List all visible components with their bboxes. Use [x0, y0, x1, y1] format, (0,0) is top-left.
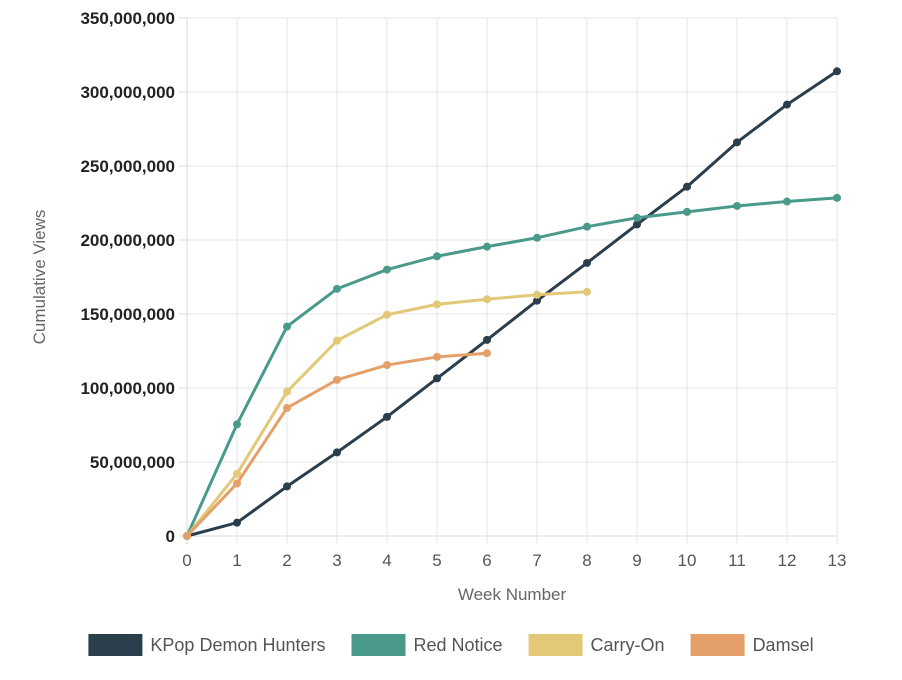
legend-swatch [88, 634, 143, 656]
data-point [283, 482, 291, 491]
data-point [233, 420, 241, 429]
y-tick-label: 0 [166, 527, 175, 546]
data-point [533, 233, 541, 242]
series-line [185, 69, 839, 538]
legend-swatch [528, 634, 583, 656]
data-point [583, 258, 591, 267]
legend-item[interactable]: Damsel [690, 634, 814, 656]
legend-label: Damsel [753, 635, 814, 655]
data-point [433, 374, 441, 383]
data-point [483, 295, 491, 304]
data-point [783, 197, 791, 206]
y-tick-label: 300,000,000 [80, 83, 175, 102]
data-point [233, 469, 241, 478]
x-tick-label: 10 [678, 551, 697, 570]
data-point [433, 352, 441, 361]
legend-label: KPop Demon Hunters [150, 635, 325, 655]
x-tick-label: 9 [632, 551, 641, 570]
data-point [483, 242, 491, 251]
y-tick-label: 250,000,000 [80, 157, 175, 176]
series-1 [183, 193, 841, 540]
data-point [233, 479, 241, 488]
data-point [833, 193, 841, 202]
data-point [283, 322, 291, 331]
data-point [583, 287, 591, 296]
y-tick-label: 150,000,000 [80, 305, 175, 324]
data-point [533, 290, 541, 299]
data-point [483, 349, 491, 358]
data-point [833, 67, 841, 76]
series-3 [183, 349, 491, 540]
x-tick-label: 1 [232, 551, 241, 570]
x-tick-label: 2 [282, 551, 291, 570]
y-tick-label: 350,000,000 [80, 9, 175, 28]
data-point [383, 412, 391, 421]
y-tick-label: 200,000,000 [80, 231, 175, 250]
x-tick-label: 13 [828, 551, 847, 570]
data-point [383, 361, 391, 370]
series-group [183, 67, 841, 540]
legend-item[interactable]: Red Notice [351, 634, 503, 656]
data-point [733, 201, 741, 210]
data-point [233, 518, 241, 527]
x-tick-label: 0 [182, 551, 191, 570]
data-point [383, 265, 391, 274]
x-axis-ticks: 0 1 2 3 4 5 6 7 8 9 10 11 12 13 [182, 551, 846, 570]
data-point [433, 252, 441, 261]
x-tick-label: 12 [778, 551, 797, 570]
series-line [185, 196, 839, 538]
data-point [333, 284, 341, 293]
x-tick-label: 11 [728, 551, 746, 570]
data-point [633, 220, 641, 229]
y-axis-ticks: 0 50,000,000 100,000,000 150,000,000 200,000… [80, 9, 175, 546]
legend-item[interactable]: Carry-On [528, 634, 665, 656]
y-tick-label: 100,000,000 [80, 379, 175, 398]
x-tick-label: 7 [532, 551, 541, 570]
legend: KPop Demon Hunters Red Notice Carry-On Dams… [88, 634, 814, 656]
data-point [483, 335, 491, 344]
series-0 [183, 67, 841, 540]
legend-swatch [690, 634, 745, 656]
x-axis-title: Week Number [458, 585, 567, 604]
data-point [433, 300, 441, 309]
grid [179, 17, 838, 544]
x-tick-label: 5 [432, 551, 441, 570]
data-point [633, 213, 641, 222]
x-tick-label: 4 [382, 551, 391, 570]
data-point [533, 296, 541, 305]
y-axis-title: Cumulative Views [30, 210, 49, 345]
data-point [683, 207, 691, 216]
y-tick-label: 50,000,000 [90, 453, 175, 472]
data-point [733, 138, 741, 147]
legend-swatch [351, 634, 406, 656]
data-point [783, 100, 791, 109]
legend-item[interactable]: KPop Demon Hunters [88, 634, 326, 656]
data-point [583, 222, 591, 231]
data-point [183, 532, 191, 540]
legend-label: Carry-On [591, 635, 665, 655]
x-tick-label: 3 [332, 551, 341, 570]
data-point [333, 448, 341, 457]
x-tick-label: 8 [582, 551, 591, 570]
data-point [333, 375, 341, 384]
data-point [683, 182, 691, 191]
data-point [283, 403, 291, 412]
legend-label: Red Notice [414, 635, 503, 655]
data-point [283, 387, 291, 396]
data-point [333, 336, 341, 345]
x-tick-label: 6 [482, 551, 491, 570]
data-point [383, 310, 391, 319]
